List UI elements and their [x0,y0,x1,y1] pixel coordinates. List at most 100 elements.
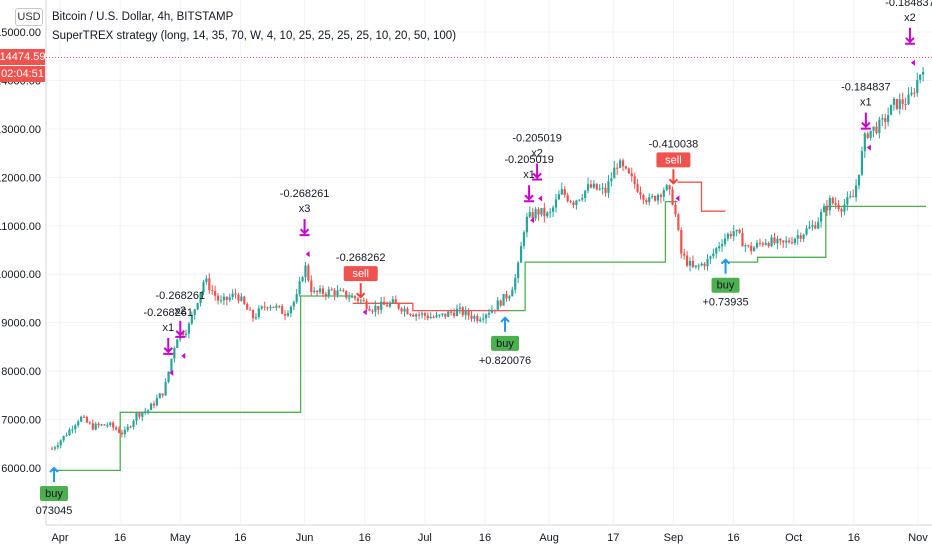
buy-label-bg [40,486,69,501]
candle-body [353,295,357,299]
candle-body [790,242,794,244]
candle-body [820,212,823,222]
candle-body [793,238,796,244]
candle-body [592,183,595,188]
candle-body [744,245,747,247]
candle-body [380,301,383,310]
short-stop-line [352,302,509,312]
current-price-tag: 14474.59 [0,49,46,66]
buy-pnl-label: +0.820076 [479,355,531,367]
candle-body [642,194,645,200]
candle-body [796,235,799,239]
candle-body [423,313,427,316]
candle-body [141,412,144,417]
candle-body [234,293,237,295]
buy-pnl-label: +0.73935 [702,297,748,309]
candle-body [785,240,788,243]
candle-body [753,247,756,252]
candle-body [729,233,732,237]
candle-body [216,295,220,301]
candle-body [339,290,342,292]
candle-body [182,333,185,336]
candle-body [863,133,866,152]
sell-tick-icon [362,309,367,316]
candle-body [278,305,281,307]
candle-body [811,225,814,227]
candle-body [281,306,284,315]
candle-body [857,174,861,186]
x-tick-label: 16 [727,532,739,544]
candle-body [80,416,83,422]
candle-body [680,230,683,254]
candle-body [854,185,858,198]
exit-tick-icon [169,369,174,376]
buy-label-bg [711,277,740,293]
buy-label: buy [717,280,735,292]
candle-body [776,238,779,244]
x-tick-label: Jul [418,532,432,544]
candles [50,67,925,451]
sell-pnl-label: -0.268262 [336,252,386,264]
candle-body [74,425,77,430]
candle-body [135,412,138,421]
candle-body [455,308,459,316]
candle-body [723,238,727,245]
candle-body [482,318,485,320]
strategy-legend[interactable]: SuperTREX strategy (long, 14, 35, 70, W,… [52,30,457,42]
candle-body [184,333,188,336]
candle-body [764,242,767,245]
candle-body [170,358,173,372]
candle-body [889,104,893,115]
candle-body [71,429,74,431]
exit-pnl-label: -0.205019 [504,154,554,166]
candle-body [97,423,100,426]
y-tick-label: 13000.00 [0,124,41,136]
sell-label: sell [665,154,682,166]
candle-body [447,311,450,317]
candle-body [304,265,307,278]
y-tick-label: 11000.00 [0,221,41,233]
candle-body [158,393,161,399]
candle-body [866,133,869,138]
candle-body [269,306,272,308]
candle-body [822,206,826,213]
candle-body [406,308,409,315]
x-tick-label: Sep [664,532,684,544]
candle-body [607,181,610,193]
y-tick-label: 6000.00 [1,463,41,475]
candle-body [881,118,884,120]
candle-body [543,208,546,217]
candle-body [211,290,214,292]
candle-body [557,194,561,200]
candle-body [872,126,875,131]
candle-body [132,420,135,427]
candle-body [531,212,534,219]
long-stop-line [52,295,353,472]
candle-body [919,74,922,80]
buy-arrow-icon [500,316,510,332]
candle-body [53,447,57,449]
candle-body [674,204,677,215]
candle-body [251,310,255,319]
y-tick-label: 15000.00 [0,27,41,39]
candle-body [517,262,520,279]
sell-label-bg [343,266,378,282]
candle-body [639,191,642,195]
sell-label: sell [352,268,369,280]
candle-body [444,313,447,317]
candle-body [814,225,817,229]
candle-body [546,212,549,217]
price-axis[interactable]: 6000.00 7000.00 8000.00 9000.00 10000.00 1100… [0,27,932,475]
candle-body [887,114,890,122]
exit-arrow-icon [532,163,543,181]
candle-body [511,289,514,297]
candle-body [578,199,581,201]
candle-body [493,309,496,311]
x-tick-label: 16 [359,532,371,544]
candle-body [817,221,820,229]
exit-pnl-label: -0.268261 [156,290,206,302]
exit-count-label: x2 [174,305,186,317]
currency-button[interactable]: USD [15,8,43,26]
candle-body [697,265,700,267]
